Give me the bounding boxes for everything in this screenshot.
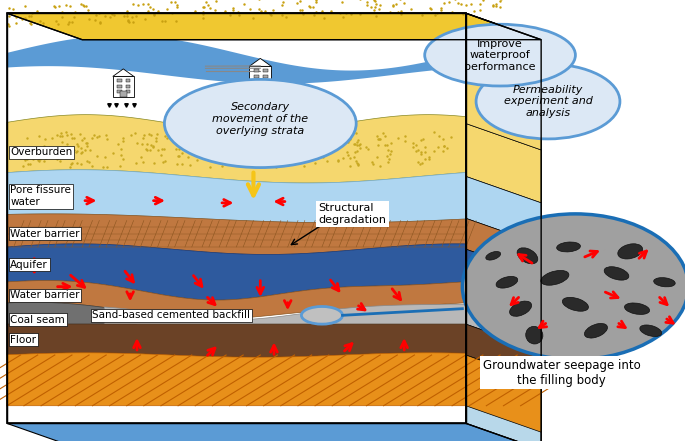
Ellipse shape: [517, 248, 538, 264]
Ellipse shape: [584, 323, 608, 338]
FancyBboxPatch shape: [263, 81, 268, 84]
Polygon shape: [466, 176, 541, 245]
Ellipse shape: [653, 278, 675, 287]
Polygon shape: [7, 35, 466, 84]
Polygon shape: [7, 13, 466, 423]
Polygon shape: [466, 304, 541, 351]
Polygon shape: [466, 218, 541, 276]
Polygon shape: [7, 280, 466, 319]
Polygon shape: [7, 214, 466, 254]
Polygon shape: [7, 115, 466, 183]
FancyBboxPatch shape: [254, 75, 259, 78]
FancyBboxPatch shape: [254, 69, 259, 72]
Ellipse shape: [557, 242, 580, 252]
Polygon shape: [466, 13, 541, 150]
Polygon shape: [7, 303, 169, 324]
Polygon shape: [466, 13, 541, 441]
FancyBboxPatch shape: [254, 81, 259, 84]
Text: Groundwater seepage into
the filling body: Groundwater seepage into the filling bod…: [483, 359, 640, 387]
Ellipse shape: [604, 267, 629, 280]
Ellipse shape: [510, 301, 532, 316]
Ellipse shape: [640, 325, 662, 336]
Polygon shape: [466, 282, 541, 331]
Ellipse shape: [618, 244, 643, 259]
FancyBboxPatch shape: [118, 90, 122, 93]
Polygon shape: [249, 58, 271, 66]
Text: Aquifer: Aquifer: [10, 260, 48, 269]
Text: Sand-based cemented backfill: Sand-based cemented backfill: [92, 310, 250, 320]
Ellipse shape: [540, 270, 569, 285]
FancyBboxPatch shape: [249, 66, 271, 88]
Text: Pore fissure
water: Pore fissure water: [10, 186, 71, 207]
Text: Water barrier: Water barrier: [10, 291, 79, 300]
FancyBboxPatch shape: [125, 90, 130, 93]
Text: Coal seam: Coal seam: [10, 315, 65, 325]
Circle shape: [462, 214, 685, 359]
Polygon shape: [7, 170, 466, 223]
Polygon shape: [7, 13, 466, 123]
Polygon shape: [7, 324, 466, 357]
Polygon shape: [466, 249, 541, 309]
Polygon shape: [466, 123, 541, 203]
FancyBboxPatch shape: [257, 82, 264, 88]
Ellipse shape: [301, 306, 342, 324]
Polygon shape: [7, 353, 466, 406]
Text: Permeability
experiment and
analysis: Permeability experiment and analysis: [503, 85, 593, 118]
FancyBboxPatch shape: [118, 79, 122, 82]
FancyBboxPatch shape: [125, 79, 130, 82]
Text: Overburden: Overburden: [10, 147, 73, 157]
Text: Structural
degradation: Structural degradation: [319, 203, 386, 224]
FancyBboxPatch shape: [118, 85, 122, 88]
FancyBboxPatch shape: [263, 69, 268, 72]
Text: Water barrier: Water barrier: [10, 229, 79, 239]
FancyBboxPatch shape: [113, 76, 134, 97]
FancyBboxPatch shape: [120, 91, 127, 97]
Polygon shape: [7, 13, 541, 40]
Text: Improve
waterproof
performance: Improve waterproof performance: [464, 38, 536, 72]
Polygon shape: [7, 423, 541, 441]
Ellipse shape: [496, 277, 518, 288]
Polygon shape: [7, 244, 466, 300]
Polygon shape: [104, 304, 466, 324]
Text: Secondary
movement of the
overlying strata: Secondary movement of the overlying stra…: [212, 102, 308, 136]
Ellipse shape: [625, 303, 649, 314]
Text: Floor: Floor: [10, 335, 36, 344]
Ellipse shape: [562, 297, 588, 311]
Ellipse shape: [476, 64, 620, 139]
Ellipse shape: [525, 326, 543, 344]
Polygon shape: [113, 69, 134, 76]
FancyBboxPatch shape: [125, 85, 130, 88]
Polygon shape: [466, 355, 541, 432]
Ellipse shape: [486, 251, 501, 260]
Ellipse shape: [164, 79, 356, 168]
Ellipse shape: [425, 24, 575, 86]
FancyBboxPatch shape: [263, 75, 268, 78]
Polygon shape: [466, 324, 541, 381]
